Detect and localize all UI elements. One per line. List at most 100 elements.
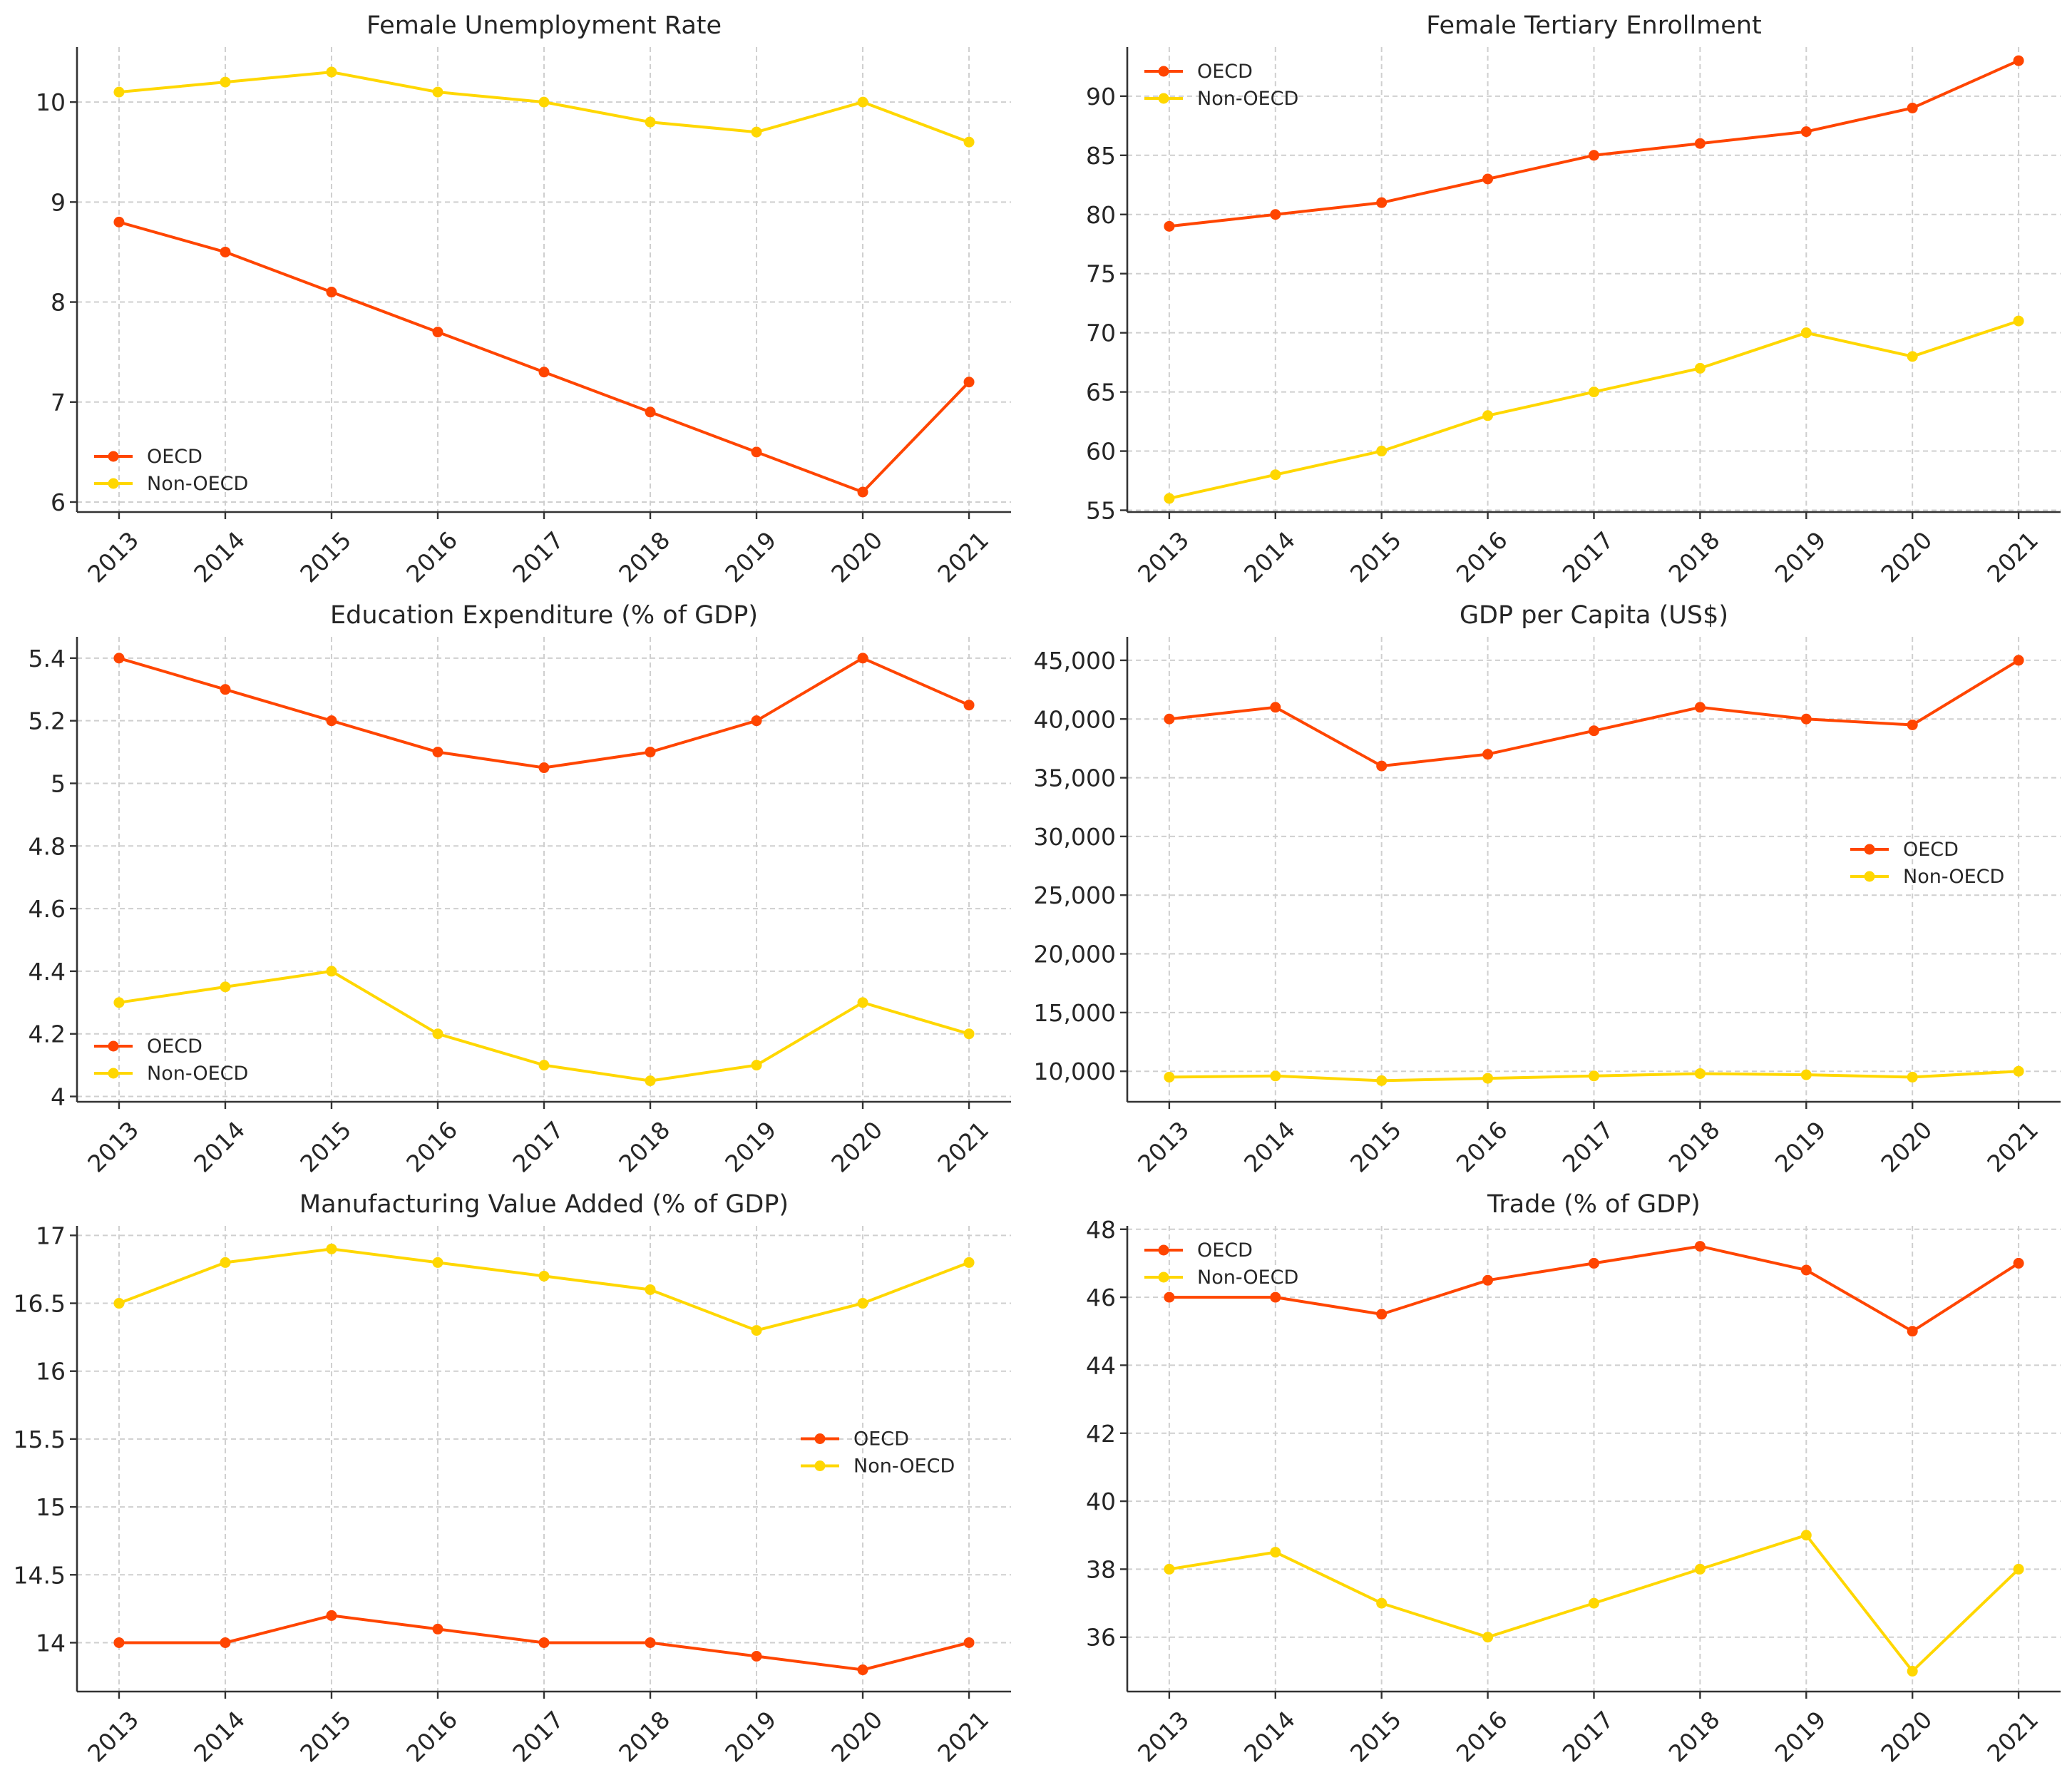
data-point-non-oecd <box>1694 362 1706 374</box>
data-point-non-oecd <box>857 997 868 1008</box>
chart-title: Trade (% of GDP) <box>1487 1190 1701 1219</box>
data-point-oecd <box>857 1664 868 1676</box>
y-tick-label: 4.8 <box>29 832 66 860</box>
y-tick-label: 70 <box>1086 319 1116 347</box>
x-tick-label: 2021 <box>1981 1116 2043 1178</box>
data-point-non-oecd <box>1270 469 1281 481</box>
x-tick-label: 2020 <box>826 1706 888 1768</box>
x-tick-label: 2020 <box>826 1116 888 1178</box>
data-point-oecd <box>2013 1257 2024 1269</box>
x-tick-label: 2017 <box>507 1116 569 1178</box>
data-point-non-oecd <box>1907 1665 1918 1677</box>
data-point-oecd <box>220 246 231 257</box>
data-point-non-oecd <box>1907 351 1918 362</box>
data-point-non-oecd <box>857 96 868 108</box>
y-tick-label: 48 <box>1086 1216 1116 1244</box>
legend: OECD Non-OECD <box>1850 839 2004 888</box>
x-tick-label: 2017 <box>507 1706 569 1768</box>
data-point-oecd <box>1800 1264 1812 1276</box>
data-point-non-oecd <box>220 981 231 993</box>
y-tick-label: 9 <box>51 188 66 216</box>
chart-title: GDP per Capita (US$) <box>1460 601 1728 630</box>
data-point-oecd <box>113 216 125 227</box>
legend-label-non-oecd: Non-OECD <box>1197 1267 1298 1289</box>
data-point-non-oecd <box>1800 1069 1812 1080</box>
x-tick-label: 2019 <box>719 1706 781 1768</box>
data-point-oecd <box>1482 173 1494 185</box>
x-tick-label: 2021 <box>932 1116 994 1178</box>
y-tick-label: 36 <box>1086 1624 1116 1652</box>
x-tick-label: 2020 <box>826 526 888 588</box>
y-tick-label: 4.4 <box>29 958 66 986</box>
data-point-oecd <box>963 1637 975 1648</box>
chart-panel-3: Education Expenditure (% of GDP) 4 4.2 4.4 4… <box>29 601 1011 1178</box>
x-tick-label: 2016 <box>1451 1706 1513 1768</box>
data-point-non-oecd <box>220 1257 231 1268</box>
x-tick-label: 2017 <box>1557 526 1619 588</box>
data-point-non-oecd <box>1164 1071 1175 1083</box>
data-point-non-oecd <box>113 1298 125 1309</box>
legend-label-oecd: OECD <box>1903 839 1959 861</box>
x-tick-label: 2018 <box>1663 1706 1725 1768</box>
x-tick-label: 2014 <box>1238 1706 1301 1768</box>
y-tick-label: 35,000 <box>1034 764 1116 792</box>
data-point-oecd <box>1376 197 1388 208</box>
y-tick-label: 45,000 <box>1034 647 1116 675</box>
x-tick-label: 2014 <box>188 1116 250 1178</box>
data-point-oecd <box>857 486 868 498</box>
data-point-non-oecd <box>1589 1597 1599 1609</box>
data-point-non-oecd <box>2013 1065 2024 1077</box>
data-point-oecd <box>432 747 443 758</box>
data-point-oecd <box>645 1637 656 1648</box>
data-point-oecd <box>1164 713 1175 725</box>
data-point-non-oecd <box>1800 327 1812 339</box>
data-point-non-oecd <box>1694 1068 1706 1079</box>
x-tick-label: 2017 <box>1557 1116 1619 1178</box>
data-point-oecd <box>645 747 656 758</box>
x-tick-label: 2016 <box>1451 1116 1513 1178</box>
x-tick-label: 2018 <box>1663 526 1725 588</box>
chart-panel-1: Female Unemployment Rate 6 7 8 9 10 2013 2014 20… <box>36 11 1011 588</box>
y-tick-label: 55 <box>1086 497 1116 525</box>
y-tick-label: 80 <box>1086 201 1116 229</box>
y-tick-label: 46 <box>1086 1284 1116 1311</box>
y-tick-label: 40,000 <box>1034 705 1116 733</box>
data-point-oecd <box>432 327 443 338</box>
legend-label-oecd: OECD <box>1197 1239 1253 1262</box>
data-point-oecd <box>751 1651 762 1662</box>
y-tick-label: 42 <box>1086 1420 1116 1448</box>
data-point-non-oecd <box>1164 493 1175 504</box>
data-point-oecd <box>751 446 762 458</box>
data-point-oecd <box>963 700 975 711</box>
data-point-oecd <box>1270 1291 1281 1303</box>
legend-label-non-oecd: Non-OECD <box>1197 88 1298 110</box>
legend-label-oecd: OECD <box>853 1428 909 1451</box>
x-tick-label: 2014 <box>188 1706 250 1768</box>
data-point-non-oecd <box>113 86 125 98</box>
legend: OECD Non-OECD <box>801 1428 955 1478</box>
data-point-non-oecd <box>1270 1547 1281 1558</box>
x-tick-label: 2018 <box>613 1116 675 1178</box>
legend-label-oecd: OECD <box>1197 61 1253 83</box>
x-tick-label: 2016 <box>401 1706 463 1768</box>
x-tick-label: 2013 <box>1132 526 1194 588</box>
x-tick-label: 2019 <box>1770 1116 1832 1178</box>
legend-marker-non-oecd <box>108 1068 119 1079</box>
data-point-non-oecd <box>220 76 231 88</box>
x-tick-label: 2018 <box>613 526 675 588</box>
data-point-oecd <box>751 715 762 727</box>
y-tick-label: 7 <box>51 389 66 416</box>
y-tick-label: 10 <box>36 88 66 116</box>
data-point-oecd <box>2013 655 2024 666</box>
data-point-non-oecd <box>2013 1563 2024 1575</box>
y-tick-label: 10,000 <box>1034 1058 1116 1085</box>
chart-panel-5: Manufacturing Value Added (% of GDP) 14 14… <box>14 1190 1011 1768</box>
legend-label-oecd: OECD <box>147 446 202 468</box>
data-point-non-oecd <box>645 116 656 128</box>
data-point-oecd <box>220 684 231 695</box>
x-tick-label: 2020 <box>1875 1706 1937 1768</box>
x-tick-label: 2014 <box>188 526 250 588</box>
y-tick-label: 17 <box>36 1222 66 1249</box>
legend-marker-non-oecd <box>108 478 119 489</box>
x-tick-label: 2018 <box>613 1706 675 1768</box>
